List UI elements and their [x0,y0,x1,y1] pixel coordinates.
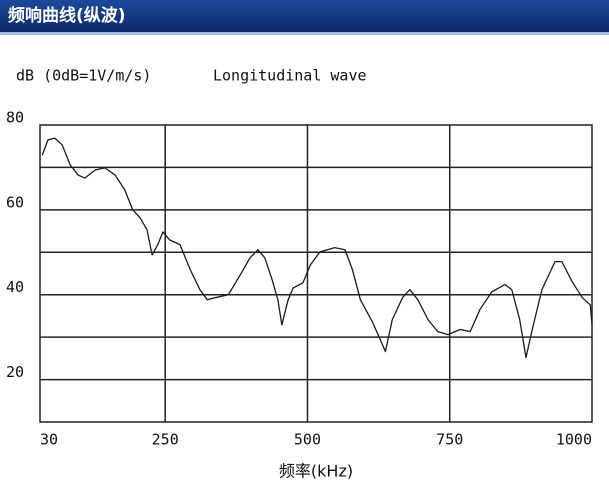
chart-subtitle: Longitudinal wave [213,67,367,85]
x-tick-label: 750 [436,431,463,449]
y-tick-label: 60 [6,193,24,211]
y-tick-label: 40 [6,278,24,296]
y-tick-label: 20 [6,363,24,381]
header-title: 频响曲线(纵波) [0,0,609,35]
x-tick-label: 30 [40,431,58,449]
x-tick-label: 1000 [556,431,592,449]
x-tick-label: 500 [294,431,321,449]
line-series [41,137,593,359]
plot-frame [39,124,593,423]
y-axis-label: dB (0dB=1V/m/s) [16,67,151,85]
y-tick-label: 80 [6,109,24,127]
x-axis-label: 频率(kHz) [279,462,353,481]
x-tick-label: 250 [152,431,179,449]
